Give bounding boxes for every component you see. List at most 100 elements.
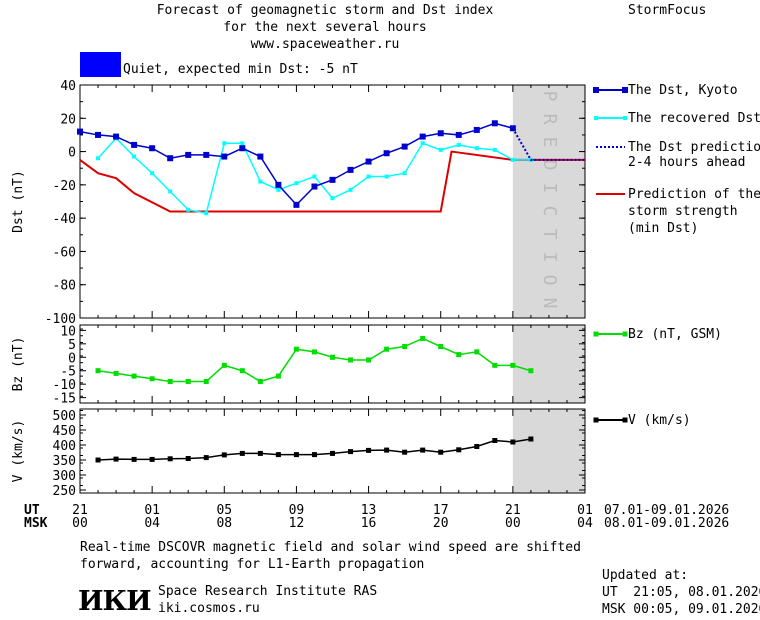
chart-title-line1: Forecast of geomagnetic storm and Dst in… — [156, 3, 494, 18]
ut-tick-label: 21 — [505, 503, 521, 518]
updated-msk: MSK 00:05, 09.01.2026 — [602, 602, 760, 617]
bz-line — [97, 337, 532, 383]
legend-storm-line2: storm strength — [628, 204, 738, 219]
y-tick-label: 40 — [60, 79, 76, 94]
bz-point — [348, 357, 354, 363]
dst-kyoto-point — [221, 153, 228, 160]
updated-ut: UT 21:05, 08.01.2026 — [602, 585, 760, 600]
legend-dst-kyoto: The Dst, Kyoto — [628, 83, 738, 98]
recovered-dst-point — [294, 181, 299, 186]
prediction-label-letter: N — [539, 298, 560, 309]
legend-storm-line1: Prediction of the — [628, 187, 760, 202]
dst-kyoto-point — [131, 141, 138, 148]
y-tick-label: -100 — [45, 312, 76, 327]
v-point — [257, 450, 263, 456]
prediction-label-letter: O — [539, 275, 560, 286]
recovered-dst-point — [474, 146, 479, 151]
recovered-dst-point — [348, 187, 353, 192]
bz-point — [203, 378, 209, 384]
v-point — [510, 439, 516, 445]
y-tick-label: -5 — [60, 365, 76, 380]
msk-tick-label: 04 — [577, 516, 593, 531]
dst-kyoto-point — [455, 131, 462, 138]
y-tick-label: 5 — [68, 338, 76, 353]
prediction-label-letter: E — [539, 137, 560, 148]
dst-kyoto-point — [311, 183, 318, 190]
msk-date-range: 08.01-09.01.2026 — [604, 516, 730, 531]
dst-kyoto-point — [149, 145, 156, 152]
ut-tick-label: 17 — [433, 503, 449, 518]
dst-kyoto-point — [185, 151, 192, 158]
y-tick-label: -40 — [53, 212, 76, 227]
ut-label: UT — [24, 503, 40, 518]
dst-kyoto-point — [113, 133, 120, 140]
legend-prediction-line1: The Dst prediction — [628, 140, 760, 155]
y-tick-label: 450 — [53, 424, 76, 439]
v-point — [221, 452, 227, 458]
v-point — [456, 447, 462, 453]
y-axis-label: Bz (nT) — [11, 337, 26, 392]
msk-tick-label: 00 — [505, 516, 521, 531]
bz-point — [167, 378, 173, 384]
bz-point — [239, 368, 245, 374]
v-point — [185, 456, 191, 461]
dst-kyoto-line — [79, 122, 514, 206]
legend-swatch-v-marker — [622, 417, 628, 423]
dst-kyoto-point — [167, 155, 174, 162]
status-text: Quiet, expected min Dst: -5 nT — [123, 62, 358, 77]
y-tick-label: 0 — [68, 351, 76, 366]
dst-kyoto-point — [203, 151, 210, 158]
dst-prediction-line — [511, 127, 585, 161]
legend-v: V (km/s) — [628, 413, 691, 428]
prediction-label-letter: C — [539, 206, 560, 217]
bz-point — [293, 346, 299, 352]
recovered-dst-point — [186, 207, 191, 212]
bz-point — [330, 354, 335, 360]
dst-kyoto-point — [383, 150, 390, 157]
prediction-label-letter: P — [539, 91, 560, 102]
recovered-dst-point — [222, 141, 227, 146]
msk-tick-label: 00 — [72, 516, 88, 531]
panel-frame — [79, 84, 586, 319]
recovered-dst-point — [456, 142, 461, 147]
dst-kyoto-point — [95, 131, 102, 138]
institute-site[interactable]: iki.cosmos.ru — [158, 601, 260, 616]
bz-point — [420, 335, 426, 341]
y-tick-label: 250 — [53, 484, 76, 499]
dst-kyoto-point — [473, 126, 480, 133]
v-point — [131, 456, 137, 462]
y-tick-label: -60 — [53, 245, 76, 260]
legend-storm-line3: (min Dst) — [628, 221, 699, 236]
legend-swatch-dst-marker — [593, 87, 599, 93]
dst-kyoto-point — [401, 143, 408, 150]
y-axis-label: V (km/s) — [11, 420, 26, 483]
v-point — [330, 450, 335, 456]
v-point — [492, 438, 498, 443]
recovered-dst-point — [438, 147, 443, 152]
v-point — [420, 447, 426, 453]
bz-point — [131, 373, 137, 379]
dst-kyoto-point — [419, 133, 426, 140]
msk-label: MSK — [24, 516, 48, 531]
v-point — [239, 450, 245, 456]
legend-swatch-bz-marker — [593, 331, 599, 337]
bz-point — [528, 368, 534, 374]
y-tick-label: 10 — [60, 324, 76, 339]
y-axis-label: Dst (nT) — [11, 170, 26, 233]
v-point — [438, 449, 444, 455]
note-line2: forward, accounting for L1-Earth propaga… — [80, 557, 425, 572]
y-tick-label: 350 — [53, 454, 76, 469]
v-point — [311, 452, 317, 458]
y-tick-label: 20 — [60, 112, 76, 127]
storm-strength-line — [79, 150, 585, 213]
legend-bz: Bz (nT, GSM) — [628, 327, 722, 342]
recovered-dst-point — [420, 141, 425, 146]
v-point — [293, 452, 299, 458]
v-point — [402, 449, 408, 455]
v-point — [167, 456, 173, 462]
v-point — [149, 456, 155, 462]
y-tick-label: 500 — [53, 409, 76, 424]
recovered-dst-point — [312, 174, 317, 179]
v-point — [203, 455, 209, 461]
